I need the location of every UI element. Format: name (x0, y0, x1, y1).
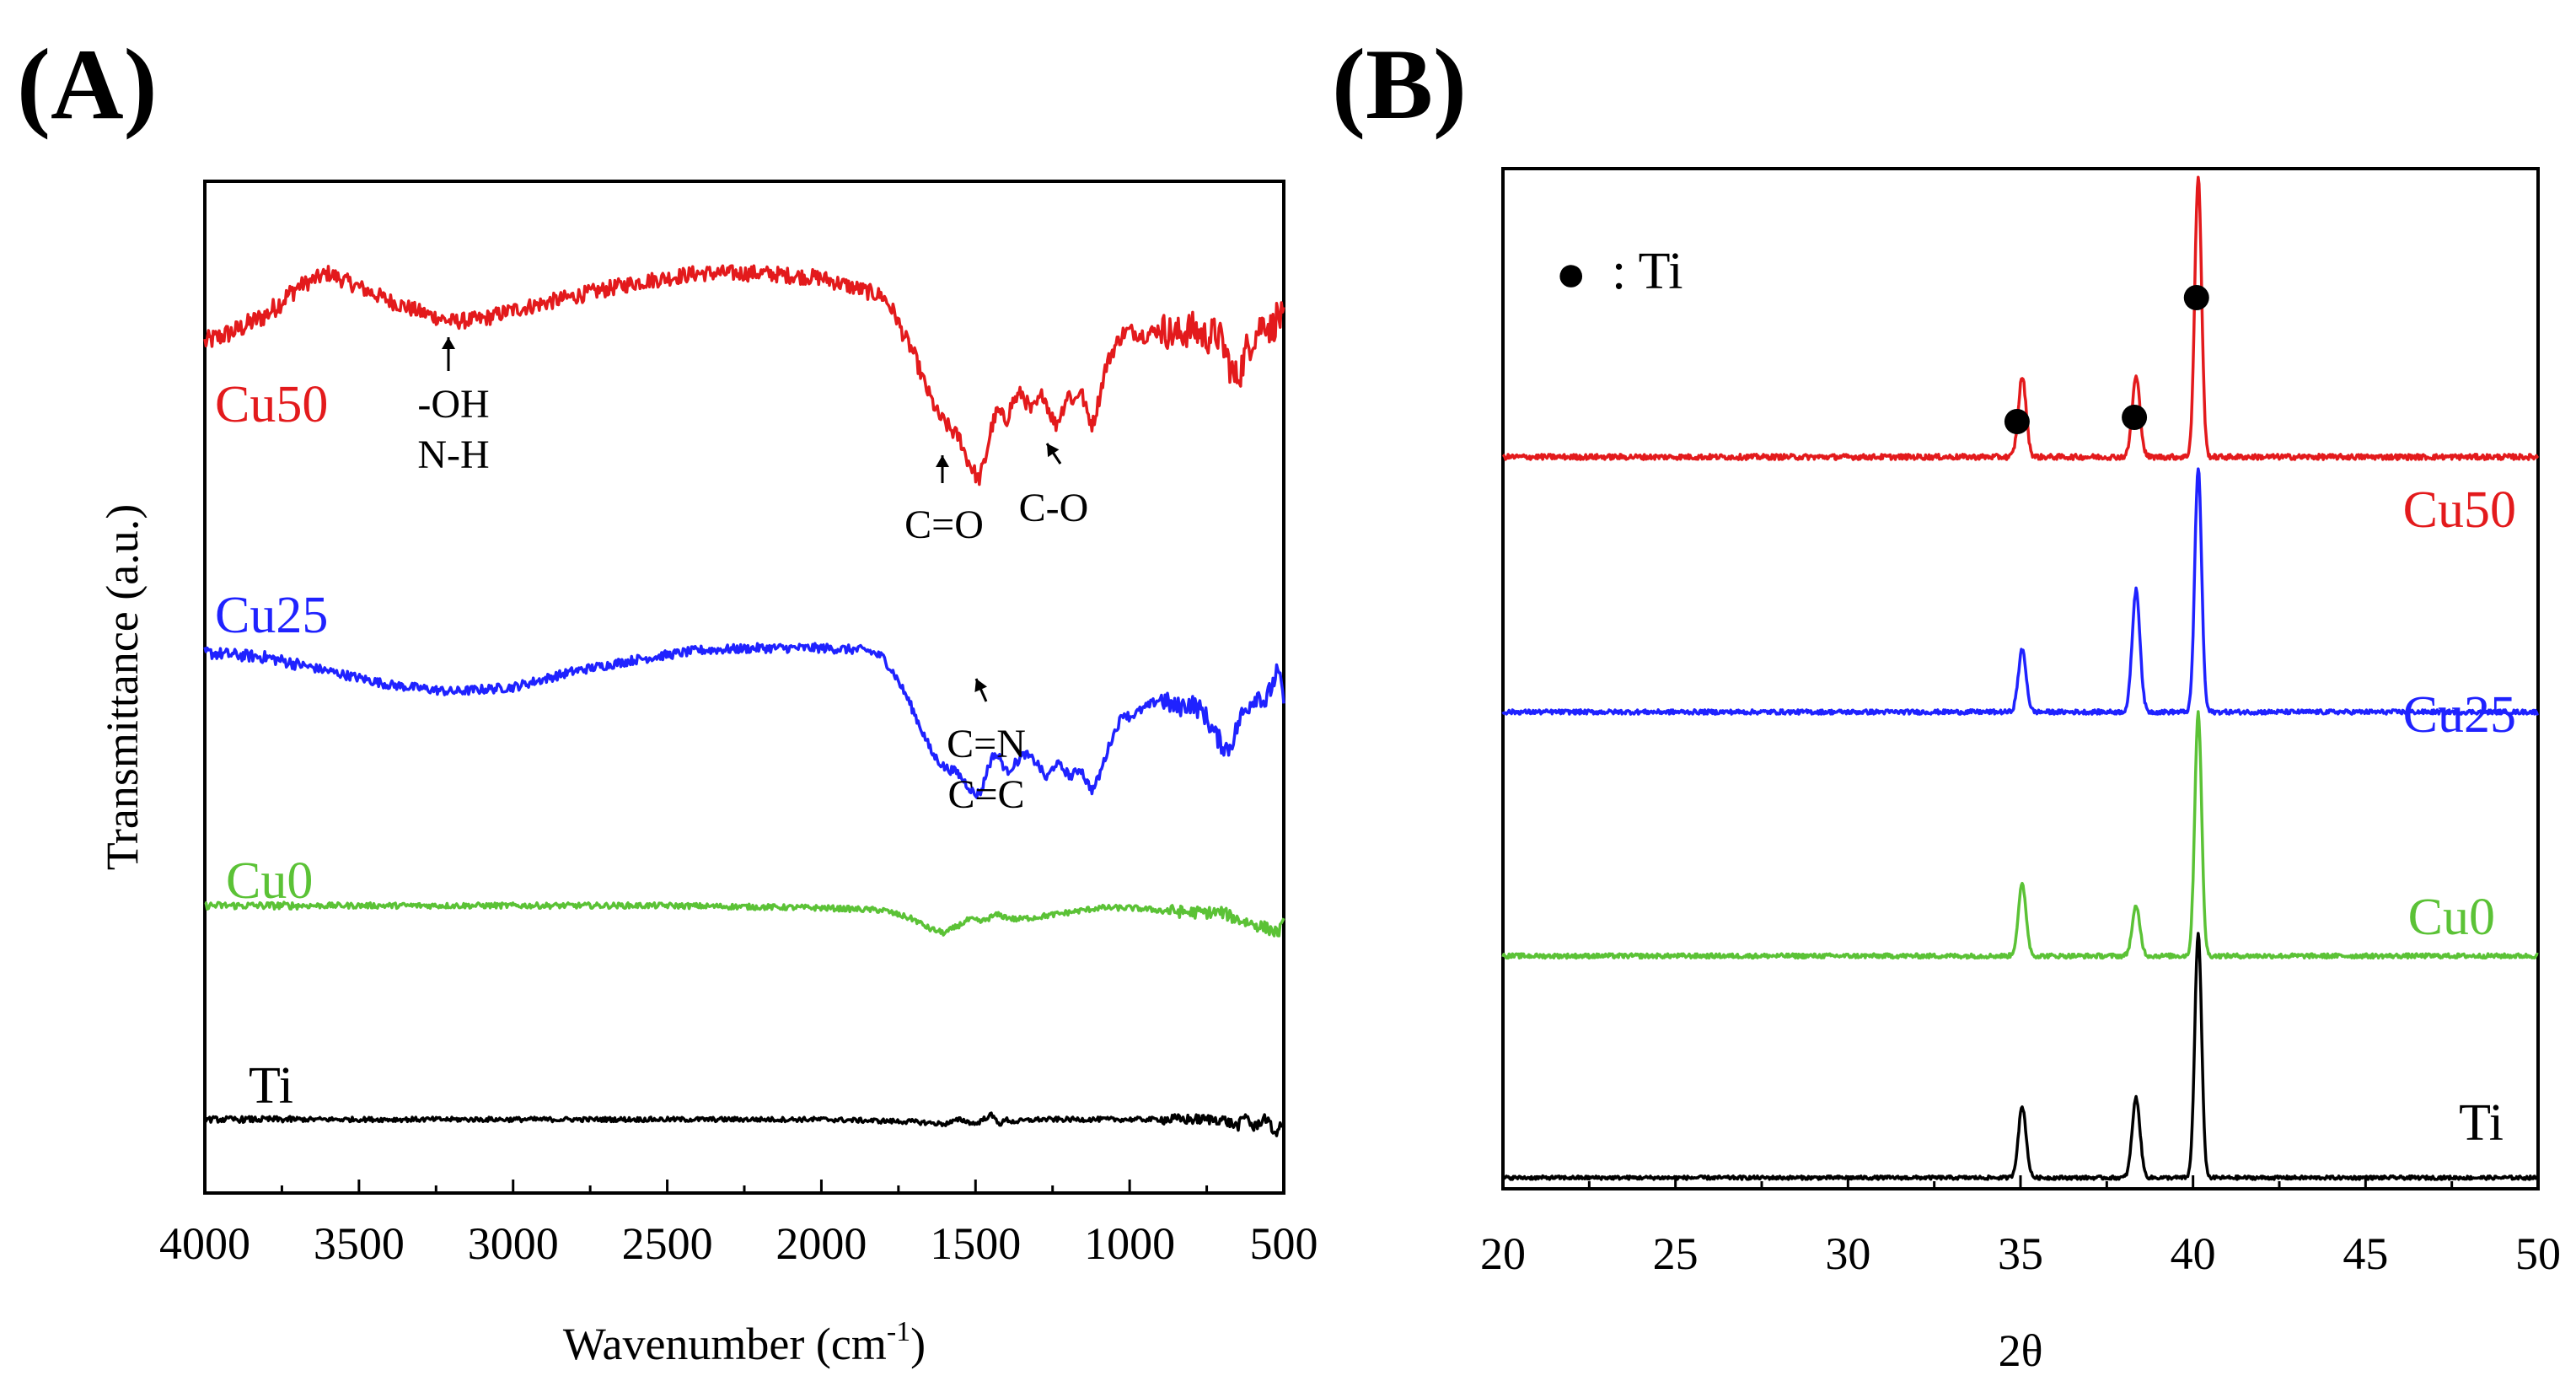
chart-b-xtick-label: 50 (2515, 1228, 2561, 1279)
chart-a-series-ti (203, 1111, 1285, 1137)
chart-b-x-ticks: 20 25 30 35 40 45 50 (1480, 1175, 2561, 1279)
chart-a-annotation-text: -OH (417, 382, 489, 427)
chart-a-label-cu25: Cu25 (215, 587, 328, 644)
chart-b-series-labels: Cu50 Cu25 Cu0 Ti (2403, 481, 2516, 1152)
chart-b-series-cu0 (1501, 710, 2539, 960)
chart-b-label-ti: Ti (2459, 1094, 2504, 1152)
chart-a-annotation: -OH N-H (417, 337, 490, 477)
chart-b-xtick-label: 25 (1653, 1228, 1699, 1279)
chart-a-ylabel: Transmittance (a.u.) (97, 504, 148, 870)
legend-marker-dot: ● (1555, 245, 1586, 303)
chart-a-annotation-text: C=C (947, 772, 1024, 817)
chart-a-annotation-text: C=O (904, 503, 984, 547)
chart-a-xtick-label: 1500 (930, 1218, 1021, 1269)
annotation-arrowhead-icon (936, 455, 949, 467)
chart-a-series-cu0 (204, 900, 1285, 938)
chart-a-label-cu50: Cu50 (215, 376, 328, 433)
ti-peak-marker-icon (2004, 409, 2030, 434)
chart-b-xtick-label: 45 (2343, 1228, 2388, 1279)
chart-a-annotations: -OH N-H C=O C-O C=N C=C (417, 337, 1088, 817)
chart-a-annotation: C=O (904, 455, 984, 547)
chart-b-label-cu50: Cu50 (2403, 481, 2516, 539)
chart-b-label-cu25: Cu25 (2403, 686, 2516, 744)
chart-a-xlabel: Wavenumber (cm-1) (563, 1316, 926, 1369)
ti-peak-marker-icon (2122, 405, 2148, 430)
chart-a-label-ti: Ti (249, 1057, 293, 1115)
chart-b-series-cu50 (1501, 175, 2540, 461)
chart-a: 4000 3500 3000 2500 2000 1500 1000 500 Cu50 Cu25… (97, 180, 1318, 1369)
chart-a-xtick-label: 3000 (468, 1218, 559, 1269)
chart-a-annotation-text: N-H (417, 433, 489, 477)
annotation-arrowhead-icon (974, 679, 987, 693)
chart-a-annotation-text: C-O (1019, 486, 1089, 530)
chart-b-series-cu25 (1501, 467, 2540, 716)
chart-b-xtick-label: 20 (1480, 1228, 1526, 1279)
chart-b-traces (1501, 175, 2540, 1181)
chart-b-legend: ● : Ti (1555, 243, 1683, 303)
chart-a-annotation-text: C=N (947, 722, 1026, 766)
chart-a-xtick-label: 500 (1250, 1218, 1318, 1269)
ti-peak-marker-icon (2183, 285, 2209, 310)
chart-b-label-cu0: Cu0 (2408, 889, 2495, 946)
chart-b-xtick-label: 40 (2171, 1228, 2216, 1279)
legend-text: : Ti (1612, 243, 1683, 300)
chart-a-x-ticks: 4000 3500 3000 2500 2000 1500 1000 500 (159, 1180, 1318, 1269)
chart-a-annotation: C=N C=C (947, 678, 1026, 817)
annotation-arrowhead-icon (442, 337, 455, 349)
panel-label-a: (A) (17, 28, 158, 140)
chart-a-xtick-label: 4000 (159, 1218, 250, 1269)
chart-b-xtick-label: 30 (1825, 1228, 1870, 1279)
chart-a-series-cu25 (203, 642, 1285, 799)
chart-a-xtick-label: 2000 (775, 1218, 867, 1269)
chart-b-xtick-label: 35 (1998, 1228, 2043, 1279)
chart-a-label-cu0: Cu0 (226, 852, 313, 910)
chart-b-peak-markers (2004, 285, 2209, 434)
chart-a-xtick-label: 3500 (314, 1218, 405, 1269)
chart-a-xtick-label: 1000 (1084, 1218, 1175, 1269)
chart-b: 20 25 30 35 40 45 50 Cu50 Cu25 Cu0 Ti ● : Ti 2θ (1480, 167, 2561, 1376)
chart-a-series-cu50 (203, 264, 1285, 486)
chart-b-series-ti (1502, 932, 2540, 1181)
chart-a-annotation: C-O (1019, 443, 1089, 530)
annotation-arrowhead-icon (1047, 443, 1060, 458)
chart-b-xlabel: 2θ (1999, 1325, 2043, 1376)
panel-label-b: (B) (1332, 28, 1467, 140)
chart-b-plot-frame (1501, 167, 2540, 1190)
chart-a-series-labels: Cu50 Cu25 Cu0 Ti (215, 376, 328, 1115)
chart-a-xtick-label: 2500 (622, 1218, 713, 1269)
chart-a-traces (203, 264, 1285, 1137)
